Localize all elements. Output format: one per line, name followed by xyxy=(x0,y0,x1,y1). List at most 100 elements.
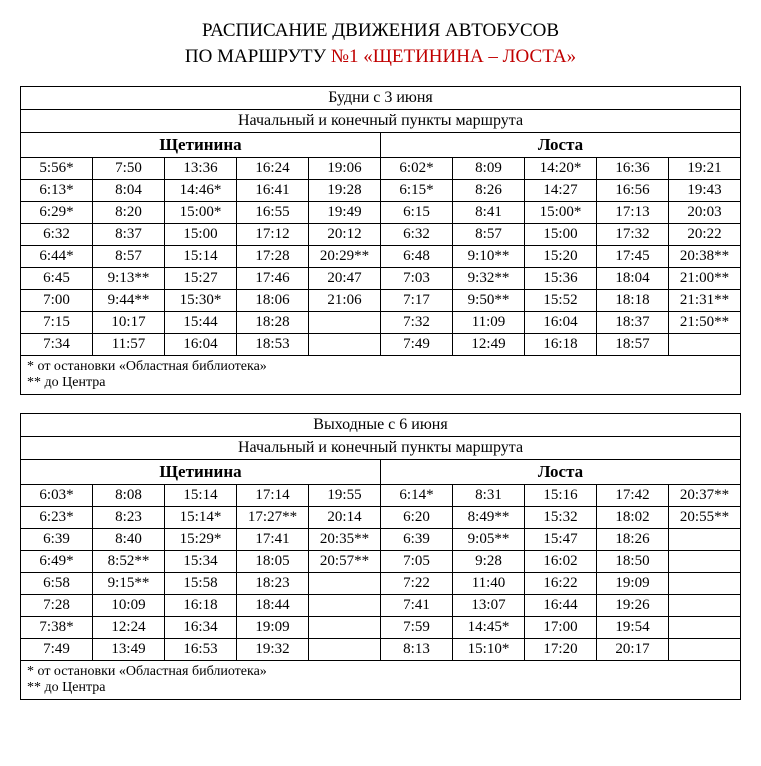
time-cell: 17:00 xyxy=(525,617,597,639)
time-cell: 17:42 xyxy=(597,485,669,507)
table-row: 6:589:15**15:5818:237:2211:4016:2219:09 xyxy=(21,573,741,595)
time-cell: 16:44 xyxy=(525,595,597,617)
time-cell: 7:34 xyxy=(21,334,93,356)
time-cell: 16:18 xyxy=(165,595,237,617)
table-row: 6:328:3715:0017:1220:126:328:5715:0017:3… xyxy=(21,224,741,246)
page-title-line1: РАСПИСАНИЕ ДВИЖЕНИЯ АВТОБУСОВ xyxy=(20,20,741,42)
time-cell: 20:47 xyxy=(309,268,381,290)
time-cell: 17:45 xyxy=(597,246,669,268)
time-cell: 15:20 xyxy=(525,246,597,268)
time-cell: 19:26 xyxy=(597,595,669,617)
time-cell: 6:32 xyxy=(381,224,453,246)
time-cell: 20:14 xyxy=(309,507,381,529)
time-cell: 11:09 xyxy=(453,312,525,334)
time-cell: 6:14* xyxy=(381,485,453,507)
time-cell: 15:00 xyxy=(165,224,237,246)
stop-header: Лоста xyxy=(381,133,741,158)
time-cell: 15:14 xyxy=(165,485,237,507)
time-cell: 16:04 xyxy=(525,312,597,334)
time-cell: 14:20* xyxy=(525,158,597,180)
time-cell: 18:23 xyxy=(237,573,309,595)
time-cell: 15:14 xyxy=(165,246,237,268)
table-row: 7:009:44**15:30*18:0621:067:179:50**15:5… xyxy=(21,290,741,312)
time-cell: 17:41 xyxy=(237,529,309,551)
time-cell: 17:28 xyxy=(237,246,309,268)
time-cell: 18:05 xyxy=(237,551,309,573)
time-cell: 8:08 xyxy=(93,485,165,507)
time-cell: 19:43 xyxy=(669,180,741,202)
time-cell: 20:57** xyxy=(309,551,381,573)
time-cell xyxy=(309,312,381,334)
time-cell: 9:44** xyxy=(93,290,165,312)
time-cell: 19:54 xyxy=(597,617,669,639)
page-title-line2: ПО МАРШРУТУ №1 «ЩЕТИНИНА – ЛОСТА» xyxy=(20,46,741,68)
time-cell: 6:15* xyxy=(381,180,453,202)
time-cell: 18:26 xyxy=(597,529,669,551)
time-cell: 6:32 xyxy=(21,224,93,246)
time-cell: 9:10** xyxy=(453,246,525,268)
time-cell: 8:57 xyxy=(93,246,165,268)
time-cell: 20:38** xyxy=(669,246,741,268)
table-row: 5:56*7:5013:3616:2419:066:02*8:0914:20*1… xyxy=(21,158,741,180)
time-cell: 8:49** xyxy=(453,507,525,529)
time-cell: 16:53 xyxy=(165,639,237,661)
time-cell: 18:06 xyxy=(237,290,309,312)
time-cell: 10:09 xyxy=(93,595,165,617)
time-cell: 8:04 xyxy=(93,180,165,202)
time-cell: 8:23 xyxy=(93,507,165,529)
time-cell: 15:00 xyxy=(525,224,597,246)
table-row: 6:459:13**15:2717:4620:477:039:32**15:36… xyxy=(21,268,741,290)
time-cell: 13:49 xyxy=(93,639,165,661)
time-cell: 7:32 xyxy=(381,312,453,334)
time-cell: 18:37 xyxy=(597,312,669,334)
time-cell: 9:32** xyxy=(453,268,525,290)
time-cell: 15:00* xyxy=(165,202,237,224)
time-cell: 19:09 xyxy=(237,617,309,639)
time-cell xyxy=(309,639,381,661)
table-row: 7:3411:5716:0418:537:4912:4916:1818:57 xyxy=(21,334,741,356)
time-cell: 18:53 xyxy=(237,334,309,356)
time-cell: 8:20 xyxy=(93,202,165,224)
time-cell: 19:55 xyxy=(309,485,381,507)
time-cell: 20:37** xyxy=(669,485,741,507)
time-cell: 15:10* xyxy=(453,639,525,661)
time-cell: 6:49* xyxy=(21,551,93,573)
time-cell: 18:50 xyxy=(597,551,669,573)
time-cell: 17:46 xyxy=(237,268,309,290)
time-cell xyxy=(669,334,741,356)
time-cell: 20:12 xyxy=(309,224,381,246)
time-cell: 17:27** xyxy=(237,507,309,529)
time-cell: 20:17 xyxy=(597,639,669,661)
time-cell: 20:22 xyxy=(669,224,741,246)
table-row: 7:4913:4916:5319:328:1315:10*17:2020:17 xyxy=(21,639,741,661)
time-cell: 19:21 xyxy=(669,158,741,180)
schedule-table: Выходные с 6 июняНачальный и конечный пу… xyxy=(20,413,741,700)
time-cell: 7:17 xyxy=(381,290,453,312)
time-cell: 9:05** xyxy=(453,529,525,551)
time-cell xyxy=(669,595,741,617)
table-row: 6:398:4015:29*17:4120:35**6:399:05**15:4… xyxy=(21,529,741,551)
time-cell: 15:58 xyxy=(165,573,237,595)
time-cell: 15:52 xyxy=(525,290,597,312)
time-cell: 8:13 xyxy=(381,639,453,661)
time-cell: 6:02* xyxy=(381,158,453,180)
time-cell: 6:03* xyxy=(21,485,93,507)
time-cell: 6:58 xyxy=(21,573,93,595)
time-cell: 7:49 xyxy=(381,334,453,356)
time-cell: 18:28 xyxy=(237,312,309,334)
time-cell: 9:15** xyxy=(93,573,165,595)
time-cell: 8:37 xyxy=(93,224,165,246)
time-cell: 8:26 xyxy=(453,180,525,202)
time-cell: 21:06 xyxy=(309,290,381,312)
schedule-tables: Будни с 3 июняНачальный и конечный пункт… xyxy=(20,86,741,700)
time-cell: 8:31 xyxy=(453,485,525,507)
time-cell: 9:28 xyxy=(453,551,525,573)
time-cell: 15:32 xyxy=(525,507,597,529)
time-cell: 6:39 xyxy=(21,529,93,551)
time-cell: 15:29* xyxy=(165,529,237,551)
time-cell: 12:49 xyxy=(453,334,525,356)
table-row: 7:2810:0916:1818:447:4113:0716:4419:26 xyxy=(21,595,741,617)
time-cell: 6:39 xyxy=(381,529,453,551)
time-cell: 8:57 xyxy=(453,224,525,246)
time-cell: 7:28 xyxy=(21,595,93,617)
